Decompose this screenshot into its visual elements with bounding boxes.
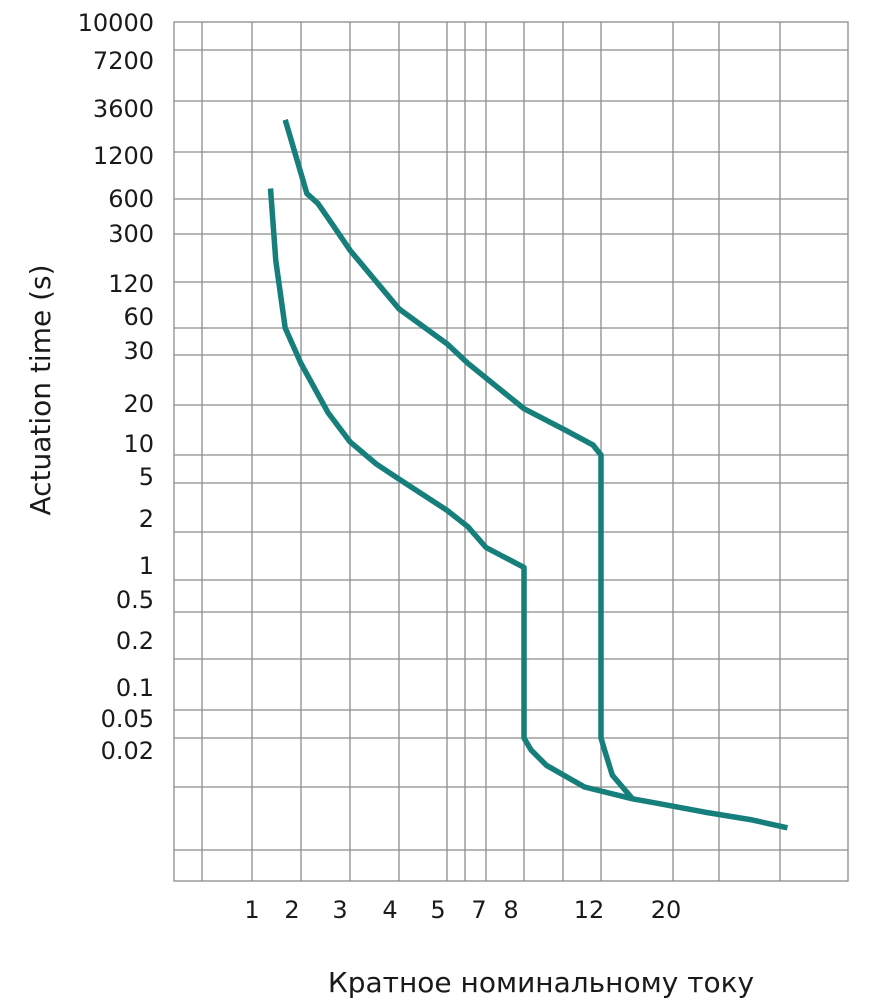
lower-curve bbox=[267, 188, 788, 831]
x-tick-label: 12 bbox=[574, 896, 605, 924]
y-tick-label: 0.2 bbox=[116, 627, 154, 655]
y-tick-label: 120 bbox=[108, 270, 154, 298]
curves bbox=[267, 119, 788, 831]
y-tick-label: 10000 bbox=[78, 9, 154, 37]
y-tick-label: 30 bbox=[123, 337, 154, 365]
y-tick-label: 60 bbox=[123, 303, 154, 331]
x-tick-label: 3 bbox=[332, 896, 347, 924]
y-tick-label: 5 bbox=[139, 463, 154, 491]
y-tick-label: 20 bbox=[123, 390, 154, 418]
x-tick-label: 8 bbox=[503, 896, 518, 924]
x-tick-label: 1 bbox=[244, 896, 259, 924]
plot-frame bbox=[173, 21, 849, 882]
x-tick-label: 20 bbox=[651, 896, 682, 924]
y-tick-label: 0.05 bbox=[101, 705, 154, 733]
x-tick-label: 4 bbox=[382, 896, 397, 924]
y-tick-label: 0.02 bbox=[101, 737, 154, 765]
y-tick-label: 600 bbox=[108, 185, 154, 213]
x-tick-label: 5 bbox=[430, 896, 445, 924]
y-tick-label: 300 bbox=[108, 220, 154, 248]
y-tick-label: 7200 bbox=[93, 47, 154, 75]
y-tick-label: 0.1 bbox=[116, 674, 154, 702]
upper-curve bbox=[282, 119, 635, 801]
grid-lines bbox=[174, 22, 848, 881]
x-tick-labels: 1 2 3 4 5 7 8 12 20 bbox=[244, 896, 681, 924]
x-axis-label: Кратное номинальному току bbox=[328, 966, 754, 999]
y-tick-label: 2 bbox=[139, 505, 154, 533]
y-tick-label: 10 bbox=[123, 430, 154, 458]
y-tick-label: 0.5 bbox=[116, 586, 154, 614]
y-tick-label: 1200 bbox=[93, 142, 154, 170]
y-axis-label: Actuation time (s) bbox=[24, 264, 57, 515]
y-tick-label: 3600 bbox=[93, 95, 154, 123]
y-tick-labels: 10000 7200 3600 1200 600 300 120 60 30 20 10 5 2 1 0.5… bbox=[78, 9, 154, 765]
x-tick-label: 7 bbox=[471, 896, 486, 924]
y-tick-label: 1 bbox=[139, 552, 154, 580]
x-tick-label: 2 bbox=[284, 896, 299, 924]
